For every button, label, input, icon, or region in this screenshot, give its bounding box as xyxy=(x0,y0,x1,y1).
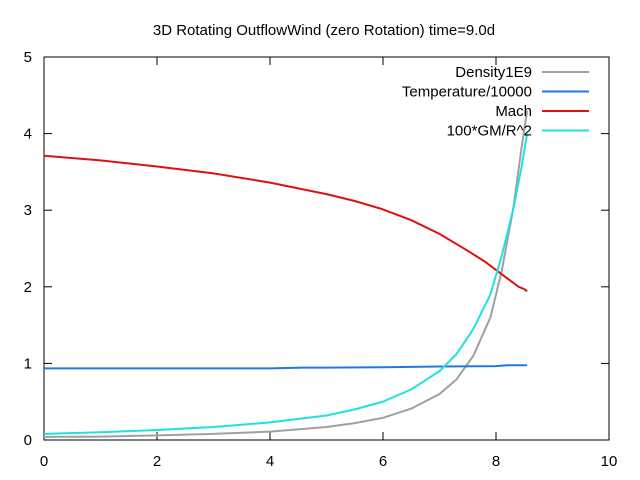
series-lines xyxy=(43,110,529,438)
series-line-2 xyxy=(43,154,528,293)
axis-ticks: 0 2 4 6 8 10 0 1 2 3 4 5 xyxy=(24,49,618,470)
x-tick-label: 6 xyxy=(379,453,387,470)
y-tick-label: 0 xyxy=(24,432,32,449)
y-tick-label: 1 xyxy=(24,355,32,372)
x-tick-label: 4 xyxy=(266,453,274,470)
legend-label-0: Density1E9 xyxy=(455,64,532,81)
x-tick-label: 10 xyxy=(601,453,618,470)
chart-title: 3D Rotating OutflowWind (zero Rotation) … xyxy=(153,22,495,39)
series-line-1 xyxy=(44,364,528,370)
y-tick-label: 2 xyxy=(24,279,32,296)
series-line-3 xyxy=(43,133,529,435)
series-line-0 xyxy=(43,110,529,438)
x-tick-label: 8 xyxy=(492,453,500,470)
y-tick-label: 3 xyxy=(24,202,32,219)
y-tick-label: 4 xyxy=(24,126,32,143)
y-tick-label: 5 xyxy=(24,49,32,66)
x-tick-label: 0 xyxy=(40,453,48,470)
legend-label-2: Mach xyxy=(495,103,532,120)
plot-area xyxy=(43,56,610,441)
legend: Density1E9 Temperature/10000 Mach 100*GM/R^… xyxy=(402,64,589,140)
legend-label-1: Temperature/10000 xyxy=(402,84,532,101)
legend-label-3: 100*GM/R^2 xyxy=(447,123,532,140)
x-tick-label: 2 xyxy=(153,453,161,470)
